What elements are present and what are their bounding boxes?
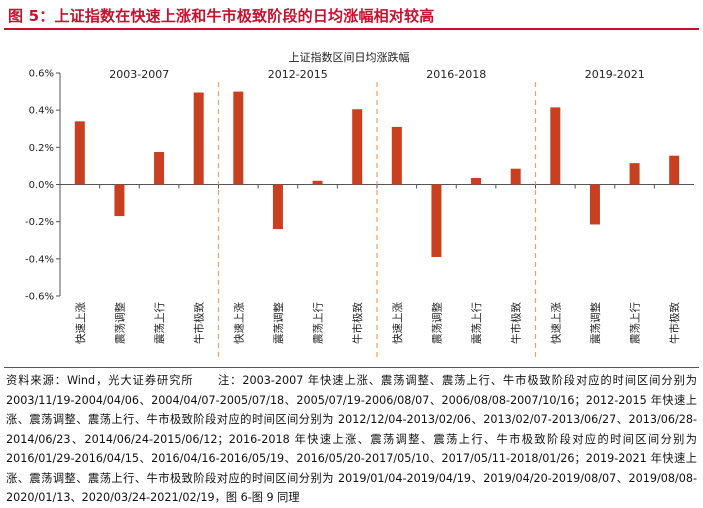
- category-label: 快速上涨: [233, 302, 245, 344]
- bar: [589, 184, 600, 225]
- period-label: 2016-2018: [426, 68, 486, 81]
- bar: [312, 180, 323, 185]
- bar: [629, 163, 640, 185]
- bar: [391, 126, 402, 185]
- y-tick-label: -0.2%: [25, 217, 54, 228]
- period-label: 2003-2007: [109, 68, 169, 81]
- y-tick-label: 0.2%: [29, 143, 54, 154]
- category-label: 牛市极致: [193, 302, 206, 344]
- bar: [550, 107, 561, 185]
- category-label: 震荡上行: [312, 302, 325, 344]
- y-tick-label: -0.6%: [25, 292, 54, 303]
- bar: [154, 151, 165, 185]
- category-label: 震荡上行: [470, 302, 483, 344]
- bar: [114, 184, 125, 217]
- bar: [431, 184, 442, 257]
- source-rule: [4, 367, 699, 368]
- bar: [272, 184, 283, 230]
- chart-title: 上证指数区间日均涨跌幅: [289, 50, 410, 64]
- y-tick-label: 0.6%: [29, 69, 54, 80]
- category-label: 快速上涨: [550, 302, 562, 344]
- header-rule: [4, 28, 699, 30]
- bar: [233, 91, 244, 185]
- category-label: 快速上涨: [75, 302, 87, 344]
- category-label: 震荡上行: [629, 302, 642, 344]
- bar: [352, 109, 363, 185]
- bar: [669, 155, 680, 185]
- bar: [510, 168, 521, 185]
- category-label: 牛市极致: [668, 302, 681, 344]
- category-label: 牛市极致: [510, 302, 523, 344]
- bar: [74, 121, 85, 185]
- category-label: 震荡调整: [113, 302, 126, 344]
- y-tick-label: 0.0%: [29, 180, 54, 191]
- category-label: 震荡调整: [589, 302, 602, 344]
- period-label: 2012-2015: [268, 68, 328, 81]
- source-note: 资料来源：Wind，光大证券研究所 注：2003-2007 年快速上涨、震荡调整…: [6, 374, 697, 504]
- category-label: 震荡调整: [272, 302, 285, 344]
- bar: [193, 92, 204, 185]
- period-label: 2019-2021: [585, 68, 645, 81]
- y-tick-label: 0.4%: [29, 106, 54, 117]
- figure-title: 图 5：上证指数在快速上涨和牛市极致阶段的日均涨幅相对较高: [8, 7, 435, 25]
- plot-area: -0.6% -0.4% -0.2% 0.0% 0.2% 0.4% 0.6% 2003-2007…: [25, 68, 694, 360]
- category-label: 震荡调整: [430, 302, 443, 344]
- figure-header: 图 5：上证指数在快速上涨和牛市极致阶段的日均涨幅相对较高: [0, 0, 703, 30]
- category-label: 牛市极致: [351, 302, 364, 344]
- bar-chart: 上证指数区间日均涨跌幅 -0.6% -0.4% -0.2% 0.0% 0.2% 0.4% 0…: [25, 50, 694, 360]
- category-label: 快速上涨: [392, 302, 404, 344]
- bar: [471, 177, 482, 185]
- category-label: 震荡上行: [153, 302, 166, 344]
- y-tick-label: -0.4%: [25, 254, 54, 265]
